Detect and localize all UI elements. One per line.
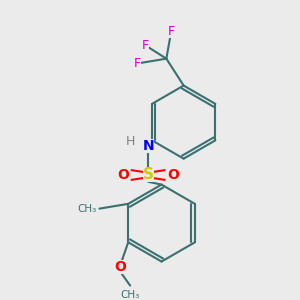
Text: H: H	[126, 135, 136, 148]
Text: O: O	[167, 168, 179, 182]
Text: O: O	[115, 260, 127, 274]
Text: S: S	[142, 167, 154, 182]
Text: F: F	[134, 57, 141, 70]
Text: CH₃: CH₃	[121, 290, 140, 300]
Text: O: O	[117, 168, 129, 182]
Text: F: F	[142, 39, 149, 52]
Text: F: F	[168, 25, 175, 38]
Text: CH₃: CH₃	[77, 204, 97, 214]
Text: N: N	[142, 139, 154, 153]
